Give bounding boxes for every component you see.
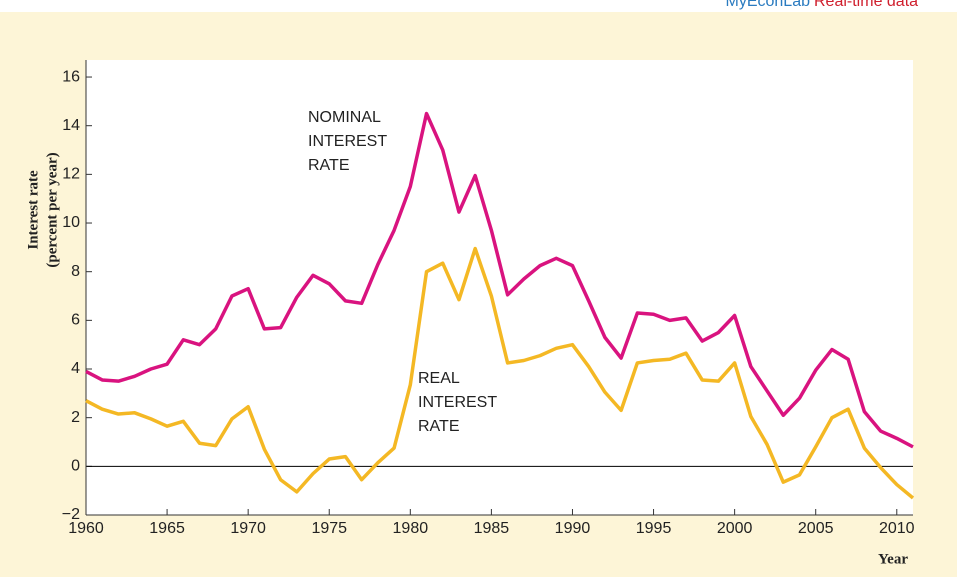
- series-line: [85, 111, 914, 449]
- y-axis-label: (percent per year): [44, 152, 60, 267]
- y-tick-label: 8: [71, 263, 80, 280]
- x-tick-label: 1985: [474, 520, 510, 537]
- x-tick-label: 1965: [149, 520, 185, 537]
- y-tick-label: −2: [62, 506, 80, 523]
- header-tag: Real-time data: [814, 0, 918, 10]
- x-tick-label: 1970: [230, 520, 266, 537]
- series-label: REAL INTEREST RATE: [418, 370, 497, 435]
- y-tick-label: 6: [71, 312, 80, 329]
- x-tick-label: 2005: [798, 520, 834, 537]
- y-axis-label: Interest rate: [25, 170, 41, 250]
- y-tick-label: 14: [62, 117, 80, 134]
- y-tick-label: 12: [62, 166, 80, 183]
- plot-area: [86, 60, 913, 515]
- x-tick-label: 1980: [393, 520, 429, 537]
- header-brand: MyEconLab: [726, 0, 811, 10]
- x-tick-label: 1960: [68, 520, 104, 537]
- x-tick-label: 1995: [636, 520, 672, 537]
- x-axis-label: Year: [878, 551, 908, 567]
- x-tick-label: 1990: [555, 520, 591, 537]
- y-tick-label: 2: [71, 409, 80, 426]
- x-tick-label: 2010: [879, 520, 915, 537]
- y-tick-label: 10: [62, 214, 80, 231]
- y-tick-label: 16: [62, 68, 80, 85]
- series-label: NOMINAL INTEREST RATE: [308, 109, 387, 174]
- x-tick-label: 2000: [717, 520, 753, 537]
- x-tick-label: 1975: [311, 520, 347, 537]
- y-tick-label: 0: [71, 458, 80, 475]
- y-tick-label: 4: [71, 360, 80, 377]
- series-line: [85, 246, 915, 500]
